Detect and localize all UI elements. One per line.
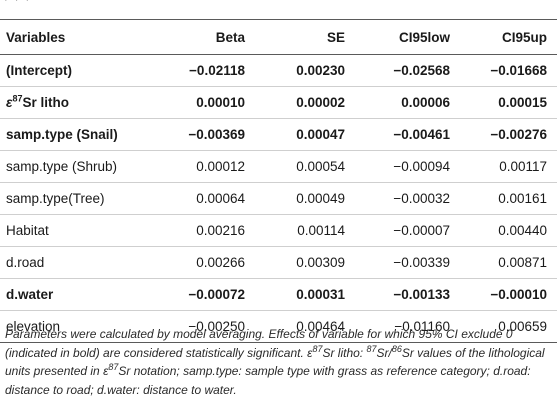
ci-up-cell: 0.00117 — [499, 159, 547, 174]
header-ci95low: CI95low — [398, 29, 450, 45]
ci-low-cell: −0.00133 — [393, 287, 450, 302]
variable-cell: elevation — [6, 319, 61, 334]
variable-text: Sr litho — [22, 95, 69, 110]
table-row: samp.type (Shrub) 0.00012 0.00054 −0.000… — [0, 151, 557, 183]
ci-up-cell: −0.00010 — [490, 287, 547, 302]
se-cell: 0.00230 — [296, 63, 345, 78]
beta-cell: 0.00216 — [196, 223, 245, 238]
table-row: elevation −0.00250 0.00464 −0.01160 0.00… — [0, 311, 557, 343]
variable-cell: (Intercept) — [6, 63, 73, 78]
header-beta: Beta — [215, 29, 245, 45]
header-ci95up: CI95up — [501, 29, 547, 45]
ci-low-cell: −0.00007 — [393, 223, 450, 238]
table-row: ε87Sr litho 0.00010 0.00002 0.00006 0.00… — [0, 87, 557, 119]
ci-low-cell: −0.00339 — [393, 255, 450, 270]
variable-cell: d.water — [6, 287, 54, 302]
footnote-text: Sr notation; samp.type: sample type with… — [5, 364, 531, 397]
beta-cell: 0.00064 — [196, 191, 245, 206]
ci-up-cell: 0.00161 — [498, 191, 547, 206]
beta-cell: 0.00012 — [196, 159, 245, 174]
ci-low-cell: 0.00006 — [401, 95, 450, 110]
isotope-superscript: 86 — [391, 343, 402, 354]
beta-cell: 0.00010 — [196, 95, 245, 110]
table-row: d.road 0.00266 0.00309 −0.00339 0.00871 — [0, 247, 557, 279]
header-variables: Variables — [6, 29, 66, 45]
table-header-row: Variables Beta SE CI95low CI95up — [0, 19, 557, 55]
ci-up-cell: 0.00871 — [498, 255, 547, 270]
variable-cell: samp.type (Snail) — [6, 127, 118, 142]
isotope-superscript: 87 — [366, 343, 377, 354]
epsilon-symbol: ε — [6, 95, 13, 110]
ci-low-cell: −0.00032 — [393, 191, 450, 206]
table-footnote: Parameters were calculated by model aver… — [5, 325, 553, 399]
ci-up-cell: −0.01668 — [490, 63, 547, 78]
header-se: SE — [326, 29, 345, 45]
table-row: d.water −0.00072 0.00031 −0.00133 −0.000… — [0, 279, 557, 311]
variable-cell: samp.type (Shrub) — [6, 159, 118, 174]
beta-cell: −0.02118 — [189, 63, 245, 78]
ci-low-cell: −0.00461 — [393, 127, 450, 142]
ci-up-cell: 0.00015 — [498, 95, 547, 110]
footnote-text: Sr litho: — [322, 345, 367, 360]
epsilon-symbol: ε — [307, 345, 313, 360]
footnote-text: Parameters were calculated by model aver… — [5, 327, 513, 360]
variable-cell: d.road — [6, 255, 45, 270]
results-table: Variables Beta SE CI95low CI95up (Interc… — [0, 19, 557, 343]
beta-cell: −0.00250 — [188, 319, 245, 334]
ci-up-cell: −0.00276 — [490, 127, 547, 142]
se-cell: 0.00464 — [296, 319, 345, 334]
variable-cell: Habitat — [6, 223, 49, 238]
table-row: (Intercept) −0.02118 0.00230 −0.02568 −0… — [0, 55, 557, 87]
se-cell: 0.00049 — [296, 191, 345, 206]
ci-up-cell: 0.00440 — [498, 223, 547, 238]
isotope-superscript: 87 — [312, 343, 323, 354]
ci-up-cell: 0.00659 — [498, 319, 547, 334]
se-cell: 0.00054 — [296, 159, 345, 174]
ci-low-cell: −0.01160 — [394, 319, 450, 334]
se-cell: 0.00309 — [296, 255, 345, 270]
cropped-header-fragment: · · · — [4, 0, 31, 4]
beta-cell: −0.00369 — [188, 127, 245, 142]
footnote-text: Sr values of the lithological units pres… — [5, 345, 545, 379]
variable-cell: ε87Sr litho — [0, 87, 150, 119]
isotope-superscript: 87 — [108, 362, 119, 372]
variable-cell: samp.type(Tree) — [6, 191, 105, 206]
table-row: samp.type(Tree) 0.00064 0.00049 −0.00032… — [0, 183, 557, 215]
se-cell: 0.00002 — [296, 95, 345, 110]
epsilon-symbol: ε — [103, 364, 109, 378]
se-cell: 0.00031 — [296, 287, 345, 302]
table-row: samp.type (Snail) −0.00369 0.00047 −0.00… — [0, 119, 557, 151]
beta-cell: 0.00266 — [196, 255, 245, 270]
se-cell: 0.00047 — [296, 127, 345, 142]
table-row: Habitat 0.00216 0.00114 −0.00007 0.00440 — [0, 215, 557, 247]
isotope-superscript: 87 — [12, 93, 23, 104]
se-cell: 0.00114 — [297, 223, 345, 238]
ci-low-cell: −0.02568 — [393, 63, 450, 78]
beta-cell: −0.00072 — [188, 287, 245, 302]
ci-low-cell: −0.00094 — [393, 159, 450, 174]
footnote-text: Sr/ — [376, 345, 392, 360]
